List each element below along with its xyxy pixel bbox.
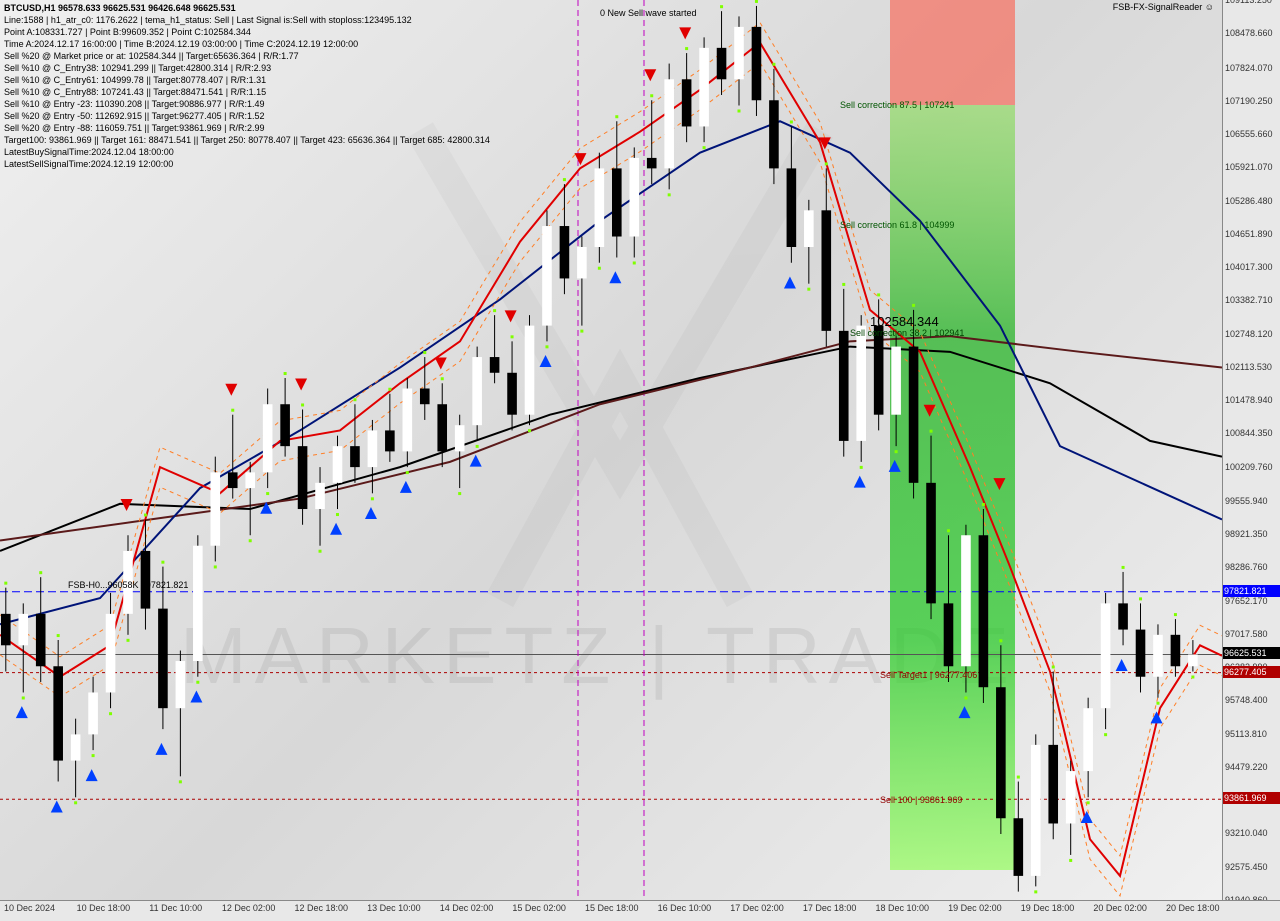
x-tick-label: 10 Dec 18:00 (77, 903, 131, 913)
info-line: Sell %20 @ Entry -88: 116059.751 || Targ… (4, 122, 490, 134)
y-tick-label: 105921.070 (1225, 162, 1273, 172)
annot-fsb: FSB-H0...96058K | 97821.821 (68, 580, 188, 590)
annot-sc875: Sell correction 87.5 | 107241 (840, 100, 954, 110)
x-tick-label: 20 Dec 02:00 (1093, 903, 1147, 913)
y-tick-label: 97652.170 (1225, 596, 1268, 606)
x-tick-label: 10 Dec 2024 (4, 903, 55, 913)
y-tick-label: 102748.120 (1225, 329, 1273, 339)
y-tick-label: 108478.660 (1225, 28, 1273, 38)
y-tick-label: 105286.480 (1225, 196, 1273, 206)
x-tick-label: 11 Dec 10:00 (149, 903, 202, 913)
x-axis: 10 Dec 2024 10 Dec 18:00 11 Dec 10:00 12 De… (0, 900, 1280, 921)
x-tick-label: 19 Dec 18:00 (1021, 903, 1075, 913)
y-tick-label: 103382.710 (1225, 295, 1273, 305)
annot-price-c: 102584.344 (870, 314, 939, 329)
price-tag: 96625.531 (1223, 647, 1280, 659)
x-tick-label: 15 Dec 18:00 (585, 903, 639, 913)
x-tick-label: 16 Dec 10:00 (658, 903, 712, 913)
info-line: Time A:2024.12.17 16:00:00 | Time B:2024… (4, 38, 490, 50)
x-tick-label: 13 Dec 10:00 (367, 903, 421, 913)
y-tick-label: 104651.890 (1225, 229, 1273, 239)
info-line: Sell %10 @ C_Entry61: 104999.78 || Targe… (4, 74, 490, 86)
x-tick-label: 20 Dec 18:00 (1166, 903, 1220, 913)
annot-sell-t1: Sell Target1 | 96277.406 (880, 670, 977, 680)
info-line: Target100: 93861.969 || Target 161: 8847… (4, 134, 490, 146)
chart-plot-area[interactable]: MARKETZ | TRADE BTCUSD,H1 96578.633 9662… (0, 0, 1222, 900)
info-line: Sell %10 @ C_Entry88: 107241.43 || Targe… (4, 86, 490, 98)
signal-reader-label: FSB-FX-SignalReader ☺ (1113, 2, 1214, 12)
annot-sell-100: Sell 100 | 93861.969 (880, 795, 962, 805)
y-tick-label: 101478.940 (1225, 395, 1273, 405)
price-tag: 96277.405 (1223, 666, 1280, 678)
y-tick-label: 98286.760 (1225, 562, 1268, 572)
y-tick-label: 107824.070 (1225, 63, 1273, 73)
y-tick-label: 100209.760 (1225, 462, 1273, 472)
info-line: Sell %10 @ Entry -23: 110390.208 || Targ… (4, 98, 490, 110)
y-tick-label: 100844.350 (1225, 428, 1273, 438)
info-block: BTCUSD,H1 96578.633 96625.531 96426.648 … (4, 2, 490, 170)
y-tick-label: 94479.220 (1225, 762, 1268, 772)
x-tick-label: 17 Dec 02:00 (730, 903, 784, 913)
info-line: Sell %20 @ Market price or at: 102584.34… (4, 50, 490, 62)
info-line: LatestBuySignalTime:2024.12.04 18:00:00 (4, 146, 490, 158)
y-tick-label: 99555.940 (1225, 496, 1268, 506)
info-line: Sell %20 @ Entry -50: 112692.915 || Targ… (4, 110, 490, 122)
y-tick-label: 104017.300 (1225, 262, 1273, 272)
y-tick-label: 95748.400 (1225, 695, 1268, 705)
y-tick-label: 107190.250 (1225, 96, 1273, 106)
annot-sc618: Sell correction 61.8 | 104999 (840, 220, 954, 230)
y-tick-label: 92575.450 (1225, 862, 1268, 872)
y-tick-label: 102113.530 (1225, 362, 1272, 372)
x-tick-label: 17 Dec 18:00 (803, 903, 857, 913)
y-tick-label: 109113.250 (1225, 0, 1272, 5)
x-tick-label: 12 Dec 18:00 (295, 903, 349, 913)
info-line: Line:1588 | h1_atr_c0: 1176.2622 | tema_… (4, 14, 490, 26)
x-tick-label: 18 Dec 10:00 (876, 903, 930, 913)
y-axis: 109113.250 108478.660 107824.070 107190.250… (1222, 0, 1280, 900)
price-tag: 97821.821 (1223, 585, 1280, 597)
info-line: LatestSellSignalTime:2024.12.19 12:00:00 (4, 158, 490, 170)
annot-sc382: Sell correction 38.2 | 102941 (850, 328, 964, 338)
y-tick-label: 106555.660 (1225, 129, 1273, 139)
price-tag: 93861.969 (1223, 792, 1280, 804)
x-tick-label: 12 Dec 02:00 (222, 903, 276, 913)
x-tick-label: 14 Dec 02:00 (440, 903, 494, 913)
annot-new-sell-wave: 0 New Sell wave started (600, 8, 697, 18)
y-tick-label: 95113.810 (1225, 729, 1267, 739)
info-line: Sell %10 @ C_Entry38: 102941.299 || Targ… (4, 62, 490, 74)
symbol-header: BTCUSD,H1 96578.633 96625.531 96426.648 … (4, 2, 490, 14)
y-tick-label: 97017.580 (1225, 629, 1268, 639)
x-tick-label: 15 Dec 02:00 (512, 903, 566, 913)
y-tick-label: 93210.040 (1225, 828, 1268, 838)
y-tick-label: 98921.350 (1225, 529, 1268, 539)
info-line: Point A:108331.727 | Point B:99609.352 |… (4, 26, 490, 38)
x-tick-label: 19 Dec 02:00 (948, 903, 1002, 913)
